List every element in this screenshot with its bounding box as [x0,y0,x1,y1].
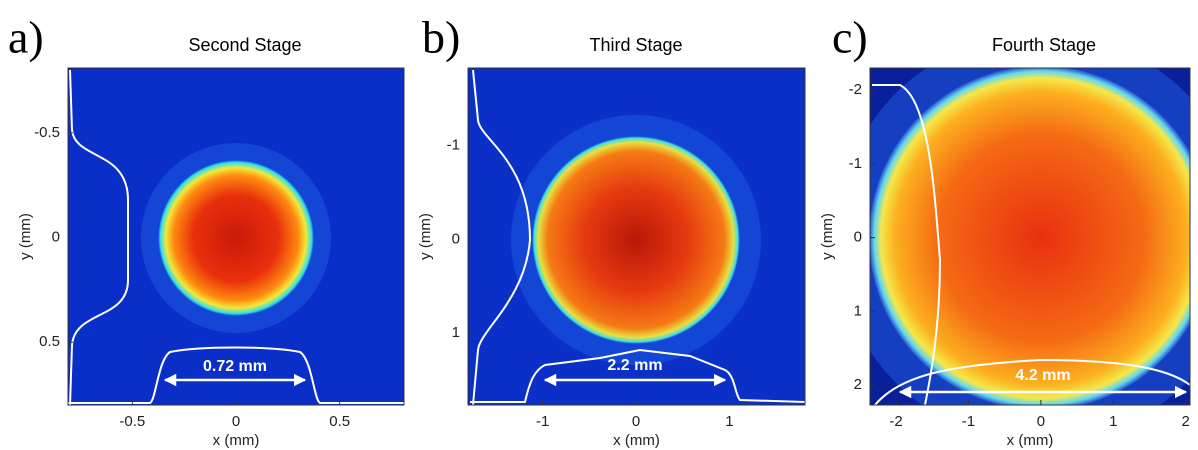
y-tick-label: 0.5 [39,333,60,350]
beam-spot [532,136,740,344]
chart-title: Second Stage [188,35,301,55]
y-axis-label: y (mm) [819,213,836,260]
y-tick-label: 0 [452,230,460,247]
y-tick-label: 1 [854,302,862,319]
plot-area: 2.2 mm [468,68,805,405]
x-tick-label: -1 [536,413,549,430]
x-tick-label: 0 [232,413,240,430]
panel-label: b) [422,12,460,63]
chart-title: Fourth Stage [992,35,1096,55]
x-tick-label: 0.5 [329,413,350,430]
y-axis-label: y (mm) [417,213,434,260]
beam-spot [158,160,314,316]
x-tick-label: 2 [1181,413,1189,430]
x-tick-label: 1 [1109,413,1117,430]
intensity-profile [470,348,805,403]
x-tick-label: 1 [725,413,733,430]
x-axis-label: x (mm) [613,432,660,449]
y-tick-label: -0.5 [34,124,60,141]
intensity-profile [874,358,1190,405]
x-tick-label: -2 [889,413,902,430]
intensity-profile [472,69,532,405]
y-tick-label: -1 [849,155,862,172]
y-tick-label: 0 [854,229,862,246]
beam-spot [870,68,1190,405]
x-tick-label: 0 [1037,413,1045,430]
x-axis-label: x (mm) [1007,432,1054,449]
annotation: 0.72 mm [203,358,267,375]
plot-area: 0.72 mm [68,68,404,405]
intensity-profile [872,84,942,405]
annotation: 4.2 mm [1015,367,1070,384]
y-tick-label: -2 [849,81,862,98]
y-axis-label: y (mm) [17,213,34,260]
panel-label: c) [832,12,868,63]
x-tick-label: 0 [632,413,640,430]
y-tick-label: 2 [854,376,862,393]
y-tick-label: 0 [52,229,60,246]
y-tick-label: -1 [447,137,460,154]
x-axis-label: x (mm) [213,432,260,449]
chart-title: Third Stage [589,35,682,55]
annotation: 2.2 mm [607,357,662,374]
x-tick-label: -1 [962,413,975,430]
panel-label: a) [8,12,44,63]
y-tick-label: 1 [452,324,460,341]
intensity-profile [69,69,129,405]
x-tick-label: -0.5 [119,413,145,430]
plot-area: 4.2 mm [870,68,1190,405]
plot-frame [869,67,1191,406]
intensity-profile [68,346,404,404]
